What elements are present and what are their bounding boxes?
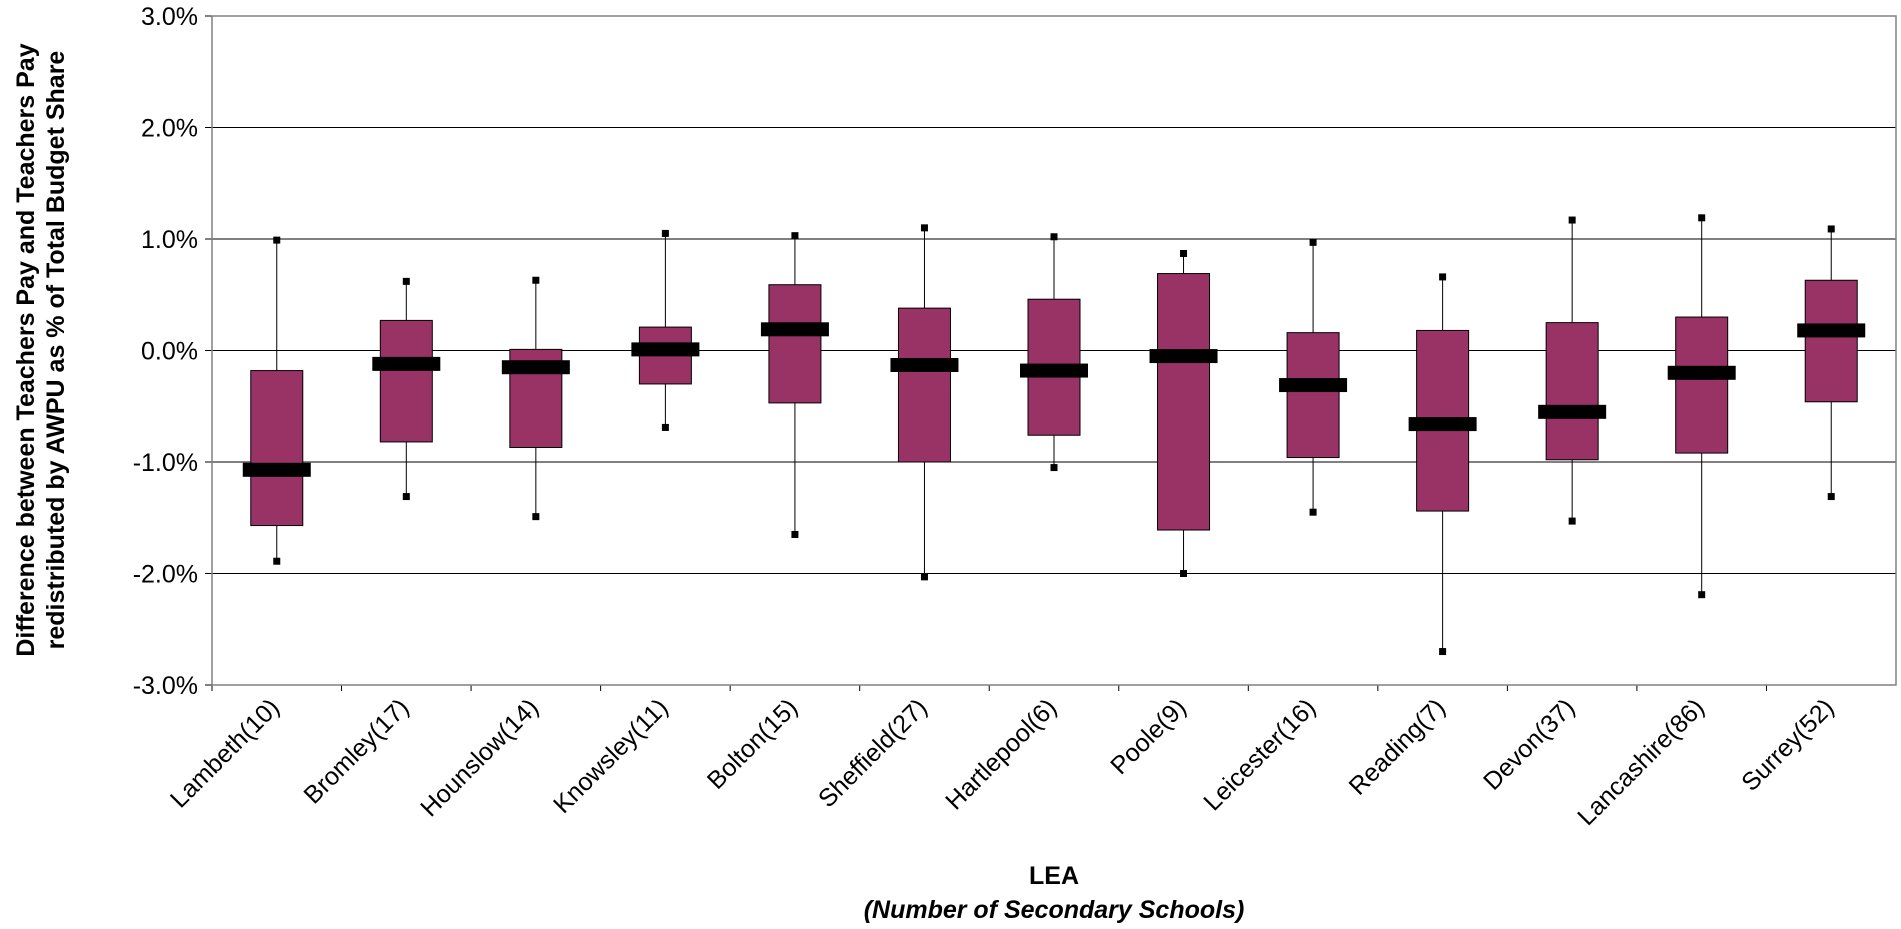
boxes	[242, 214, 1866, 656]
x-category-label: Reading(7)	[1344, 693, 1451, 800]
min-marker	[1180, 570, 1188, 577]
max-marker	[1180, 249, 1188, 257]
y-tick-label: -1.0%	[133, 449, 198, 477]
y-tick-label: 1.0%	[141, 226, 198, 254]
x-category-label: Sheffield(27)	[813, 693, 933, 813]
median-bar	[1279, 378, 1348, 393]
min-marker	[920, 573, 928, 581]
min-marker	[1698, 591, 1706, 599]
median-bar	[1667, 365, 1736, 380]
median-bar	[372, 356, 441, 371]
median-bar	[760, 322, 829, 337]
iqr-box	[1804, 279, 1858, 403]
y-axis-title-line1: Difference between Teachers Pay and Teac…	[12, 43, 40, 656]
y-tick-label: -3.0%	[133, 672, 198, 700]
max-marker	[402, 277, 410, 285]
max-marker	[920, 224, 928, 232]
max-marker	[1050, 233, 1058, 241]
x-axis-subtitle: (Number of Secondary Schools)	[864, 896, 1245, 924]
x-category-label: Lancashire(86)	[1572, 693, 1710, 831]
x-category-label: Surrey(52)	[1736, 693, 1839, 796]
max-marker	[1568, 216, 1576, 224]
x-axis-category-labels: Lambeth(10) Bromley(17) Hounslow(14) Knowsl…	[165, 685, 1839, 831]
median-bar	[1408, 417, 1477, 432]
median-bar	[890, 357, 959, 372]
box-Reading(7)	[1408, 273, 1477, 656]
max-marker	[1698, 214, 1706, 222]
iqr-box	[897, 307, 951, 463]
x-category-label: Poole(9)	[1105, 693, 1192, 780]
max-marker	[1309, 238, 1317, 246]
min-marker	[1568, 517, 1576, 525]
box-Knowsley(11)	[631, 229, 700, 431]
x-category-label: Devon(37)	[1478, 693, 1580, 795]
x-category-label: Hounslow(14)	[415, 693, 544, 822]
box-Bromley(17)	[372, 277, 441, 501]
min-marker	[1050, 464, 1058, 472]
box-Bolton(15)	[760, 232, 829, 538]
box-Lambeth(10)	[242, 236, 311, 565]
median-bar	[1538, 404, 1607, 419]
x-category-label: Hartlepool(6)	[940, 693, 1062, 815]
min-marker	[532, 513, 540, 521]
iqr-box	[1286, 332, 1340, 459]
y-axis-title-line2: redistributed by AWPU as % of Total Budg…	[42, 51, 70, 650]
box-Sheffield(27)	[890, 224, 959, 581]
y-axis-ticks: 3.0% 2.0% 1.0% 0.0% -1.0% -2.0% -3.0%	[133, 3, 212, 700]
box-Leicester(16)	[1279, 238, 1348, 516]
x-category-label: Lambeth(10)	[165, 693, 285, 813]
x-category-label: Bolton(15)	[702, 693, 803, 794]
iqr-box	[768, 284, 822, 404]
iqr-box	[250, 370, 304, 527]
x-axis-title: LEA	[1029, 862, 1079, 890]
y-tick-label: 3.0%	[141, 3, 198, 31]
max-marker	[791, 232, 799, 240]
max-marker	[1439, 273, 1447, 281]
min-marker	[1827, 493, 1835, 501]
x-category-label: Leicester(16)	[1198, 693, 1321, 816]
median-bar	[242, 462, 311, 477]
median-bar	[1149, 349, 1218, 364]
iqr-box	[1545, 322, 1599, 461]
max-marker	[273, 236, 281, 244]
plot-area-frame	[211, 15, 1897, 686]
box-Poole(9)	[1149, 249, 1218, 577]
box-Surrey(52)	[1797, 225, 1866, 501]
max-marker	[532, 276, 540, 284]
x-category-label: Knowsley(11)	[548, 693, 674, 819]
max-marker	[661, 229, 669, 237]
min-marker	[791, 530, 799, 538]
median-bar	[631, 342, 700, 357]
box-Hounslow(14)	[501, 276, 570, 521]
median-bar	[1020, 363, 1088, 378]
iqr-box	[379, 319, 433, 443]
iqr-box	[1157, 273, 1211, 531]
x-category-label: Bromley(17)	[298, 693, 414, 809]
y-tick-label: 0.0%	[141, 338, 198, 366]
median-bar	[501, 360, 570, 375]
y-tick-label: 2.0%	[141, 115, 198, 143]
max-marker	[1827, 225, 1835, 233]
min-marker	[273, 557, 281, 565]
box-Devon(37)	[1538, 216, 1607, 525]
min-marker	[661, 423, 669, 431]
box-Lancashire(86)	[1667, 214, 1736, 599]
min-marker	[1309, 508, 1317, 516]
y-tick-label: -2.0%	[133, 561, 198, 589]
iqr-box	[1675, 316, 1729, 454]
min-marker	[402, 493, 410, 501]
box-Hartlepool(6)	[1020, 233, 1088, 472]
min-marker	[1439, 648, 1447, 656]
median-bar	[1797, 323, 1866, 338]
